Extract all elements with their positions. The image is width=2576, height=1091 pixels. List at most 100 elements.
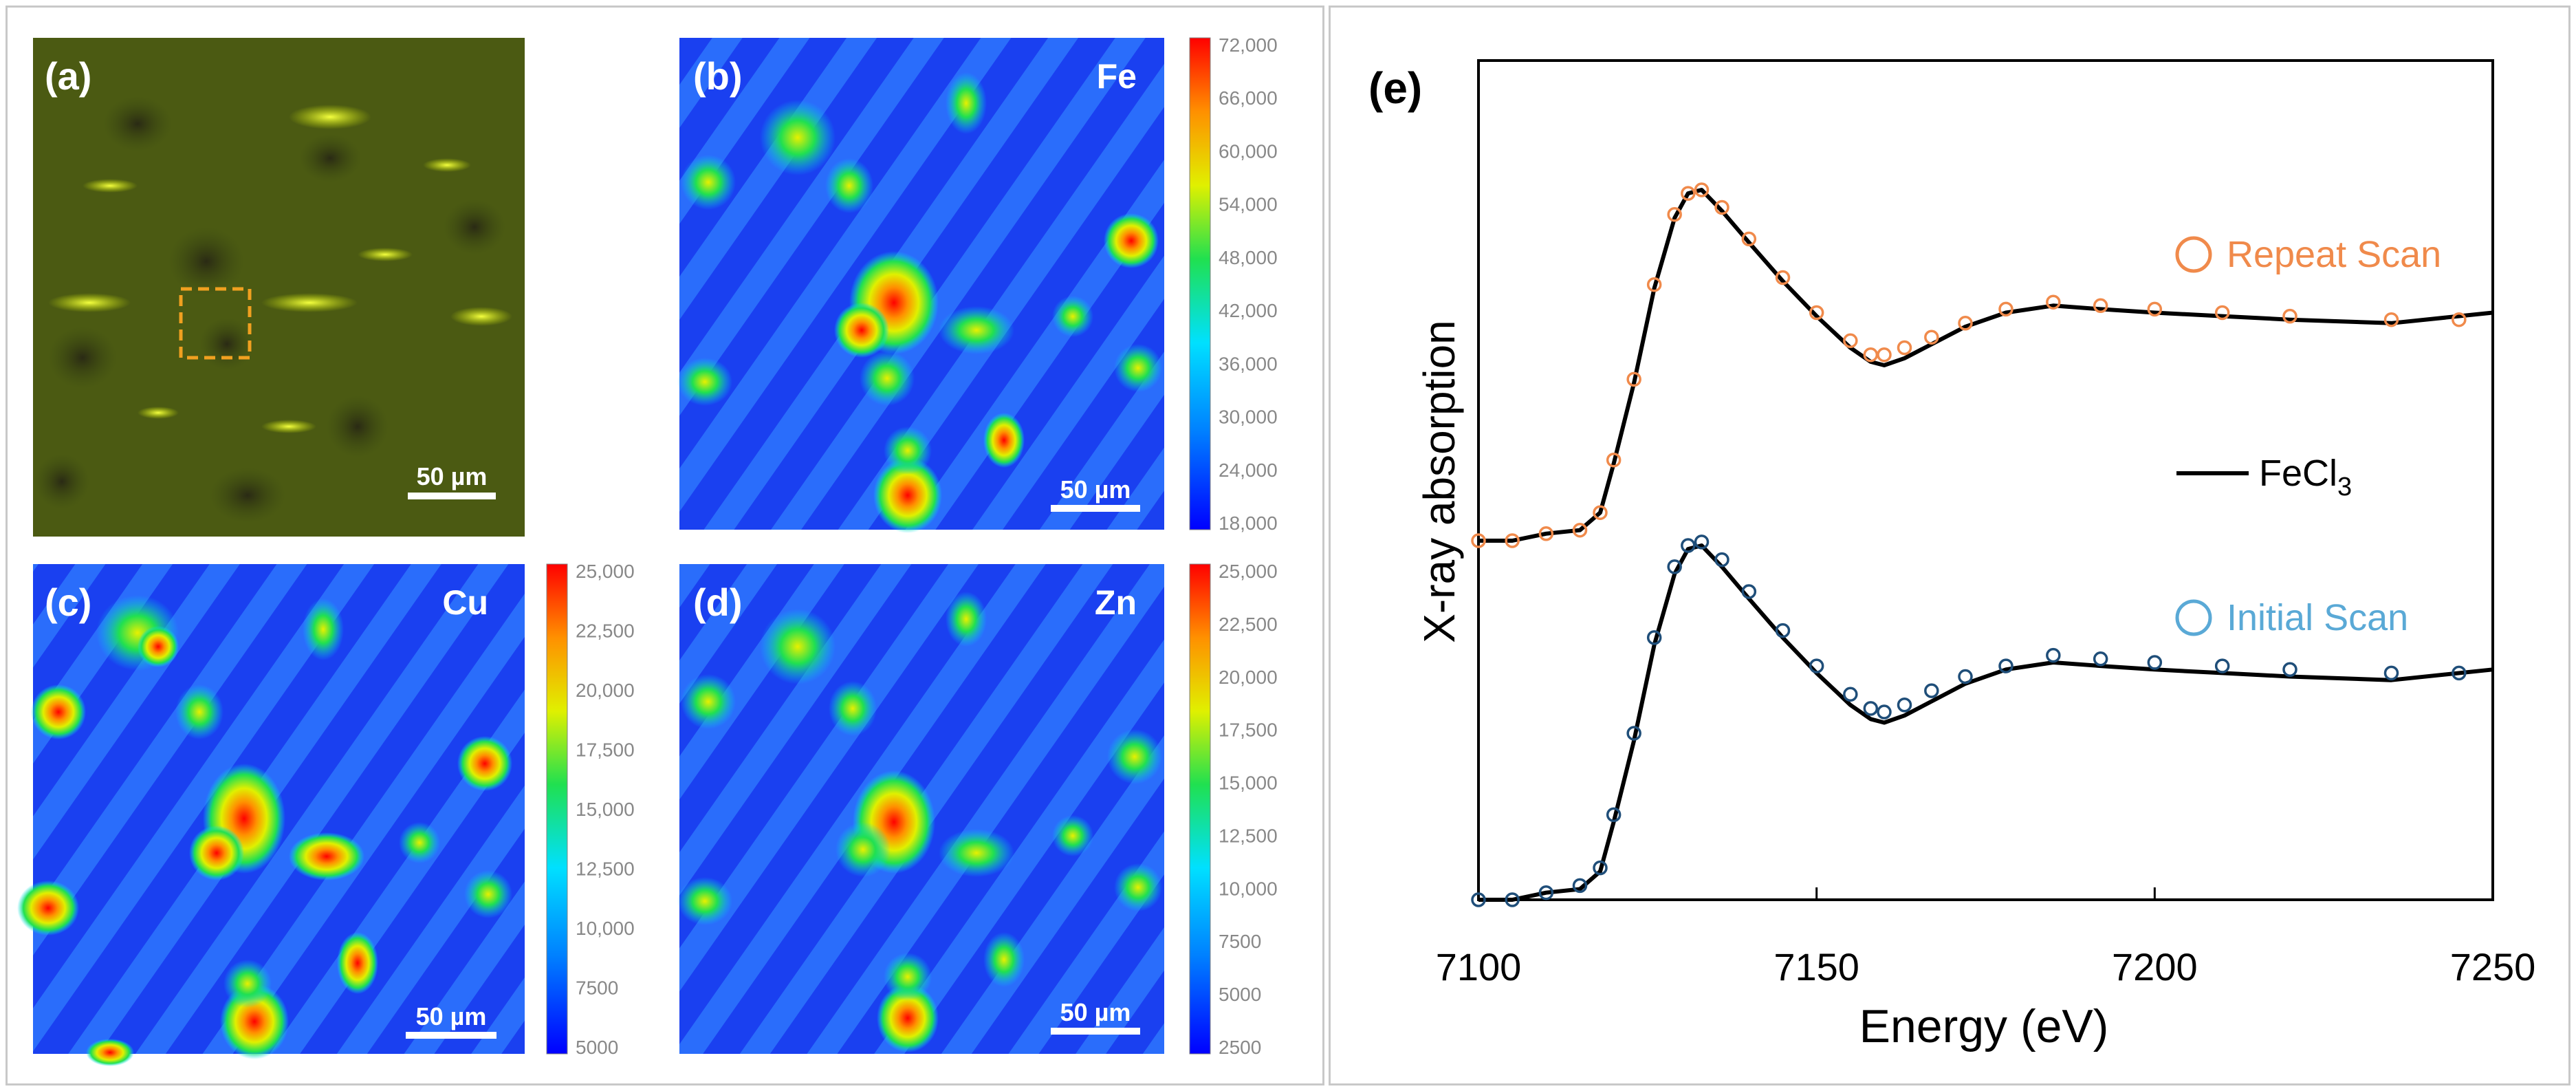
- initial-scan-point: [1646, 630, 1662, 645]
- repeat-scan-point: [2282, 308, 2297, 324]
- repeat-scan-point: [1714, 199, 1729, 215]
- legend-repeat-label: Repeat Scan: [2227, 234, 2441, 275]
- panel-b-scale-bar: [1051, 505, 1140, 512]
- repeat-scan-point: [2046, 294, 2061, 310]
- repeat-scan-point: [1741, 231, 1757, 247]
- initial-scan-point: [2282, 662, 2297, 677]
- initial-scan-point: [1606, 807, 1622, 823]
- panel-d-colorbar-tick-label: 25,000: [1219, 561, 1278, 582]
- repeat-scan-point: [1646, 277, 1662, 292]
- panel-a-label: (a): [45, 54, 91, 98]
- panel-b-element: Fe: [1097, 57, 1137, 96]
- initial-scan-point: [1863, 701, 1879, 716]
- repeat-scan-point: [1809, 305, 1824, 321]
- panel-d-colorbar-tick-label: 7500: [1219, 931, 1261, 952]
- panel-b-colorbar-tick-label: 24,000: [1219, 460, 1278, 481]
- initial-scan-point: [1809, 658, 1824, 673]
- panel-d-zn-map: (d) Zn 50 µm: [677, 564, 1164, 1054]
- x-tick-label: 7200: [2112, 945, 2198, 989]
- repeat-scan-point: [1775, 270, 1791, 285]
- panel-d-colorbar-tick-label: 10,000: [1219, 878, 1278, 899]
- panel-e-label: (e): [1368, 63, 1422, 113]
- repeat-scan-point: [2093, 298, 2108, 314]
- repeat-scan-point: [1538, 526, 1554, 541]
- panel-a-scale-bar: [408, 493, 496, 499]
- repeat-scan-point: [2452, 312, 2467, 327]
- x-tick-label: 7150: [1773, 945, 1859, 989]
- panel-c-scale-label: 50 µm: [416, 1002, 487, 1030]
- initial-scan-point: [2046, 647, 2061, 663]
- legend-initial-marker: [2175, 599, 2212, 636]
- panel-c-colorbar-tick-label: 17,500: [576, 739, 635, 761]
- repeat-scan-point: [1471, 533, 1486, 548]
- legend-repeat-marker: [2175, 236, 2212, 273]
- initial-scan-point: [2214, 658, 2230, 673]
- initial-scan-point: [1694, 534, 1710, 550]
- panel-b-colorbar-tick-label: 72,000: [1219, 34, 1278, 56]
- initial-scan-point: [1958, 669, 1973, 684]
- initial-scan-point: [1741, 584, 1757, 599]
- legend-initial-label: Initial Scan: [2227, 597, 2408, 638]
- initial-scan-point: [1626, 726, 1641, 741]
- repeat-scan-point: [1505, 533, 1520, 548]
- repeat-scan-point: [1958, 316, 1973, 331]
- initial-scan-point: [1897, 698, 1912, 713]
- panel-c-cu-map: (c) Cu 50 µm: [17, 564, 525, 1066]
- panel-b-scale-label: 50 µm: [1060, 475, 1131, 504]
- panel-c-element: Cu: [442, 583, 488, 622]
- initial-scan-point: [1471, 892, 1486, 907]
- panel-d-scale-bar: [1051, 1028, 1140, 1035]
- fecl3-upper-line: [1478, 188, 2493, 543]
- repeat-scan-point: [1998, 301, 2013, 317]
- initial-scan-point: [1593, 860, 1608, 876]
- initial-scan-point: [1998, 658, 2013, 673]
- panel-c-colorbar-tick-label: 5000: [576, 1037, 618, 1058]
- panel-e-chart: (e) X-ray absorption Energy (eV) 7100 715…: [1368, 59, 2535, 1052]
- repeat-scan-point: [1626, 371, 1641, 387]
- initial-scan-point: [1538, 885, 1554, 900]
- repeat-scan-point: [1863, 347, 1879, 363]
- x-tick-label: 7100: [1436, 945, 1522, 989]
- panel-d-colorbar-tick-label: 22,500: [1219, 614, 1278, 635]
- panel-b-colorbar-tick-label: 66,000: [1219, 87, 1278, 109]
- panel-c-colorbar: 25,000 22,500 20,000 17,500 15,000 12,500 10,0…: [546, 561, 635, 1058]
- panel-b-colorbar-tick-label: 42,000: [1219, 300, 1278, 321]
- repeat-scan-point: [1572, 522, 1588, 538]
- region-of-interest-box: [179, 287, 252, 360]
- repeat-scan-point: [1897, 340, 1912, 356]
- repeat-scan-point: [1606, 452, 1622, 468]
- panel-a-optical-image: (a) 50 µm: [33, 38, 525, 537]
- panel-d-colorbar-tick-label: 15,000: [1219, 773, 1278, 794]
- panel-d-colorbar-tick-label: 5000: [1219, 984, 1261, 1005]
- panel-d-colorbar-tick-label: 17,500: [1219, 720, 1278, 741]
- initial-scan-point: [1714, 552, 1729, 568]
- repeat-scan-point: [2147, 301, 2163, 317]
- repeat-scan-point: [1924, 330, 1939, 345]
- repeat-scan-point: [1593, 505, 1608, 520]
- panel-b-colorbar-tick-label: 48,000: [1219, 247, 1278, 268]
- panel-a-scale-label: 50 µm: [417, 462, 488, 490]
- panel-d-colorbar-tick-label: 12,500: [1219, 825, 1278, 846]
- initial-scan-point: [1775, 623, 1791, 638]
- panel-b-colorbar-tick-label: 36,000: [1219, 353, 1278, 374]
- panel-d-label: (d): [693, 581, 743, 624]
- panel-c-colorbar-tick-label: 7500: [576, 977, 618, 999]
- panel-b-colorbar: 72,000 66,000 60,000 54,000 48,000 42,000 36,0…: [1189, 34, 1278, 534]
- repeat-scan-point: [2214, 305, 2230, 321]
- repeat-scan-point: [2383, 312, 2399, 327]
- panel-c-label: (c): [45, 581, 91, 624]
- panel-d-colorbar-tick-label: 2500: [1219, 1037, 1261, 1058]
- left-figure-frame: [6, 6, 1324, 1085]
- initial-scan-point: [2147, 655, 2163, 670]
- y-axis-label: X-ray absorption: [1415, 320, 1464, 643]
- panel-c-scale-bar: [406, 1032, 496, 1039]
- panel-b-colorbar-tick-label: 54,000: [1219, 194, 1278, 215]
- panel-d-colorbar: 25,000 22,500 20,000 17,500 15,000 12,500 10,0…: [1189, 561, 1278, 1058]
- panel-b-colorbar-tick-label: 18,000: [1219, 512, 1278, 534]
- initial-scan-point: [1667, 559, 1682, 574]
- panel-c-colorbar-tick-label: 25,000: [576, 561, 635, 582]
- legend: Repeat Scan FeCl3 Initial Scan: [2175, 234, 2441, 638]
- x-axis-label: Energy (eV): [1859, 1000, 2109, 1052]
- panel-b-fe-map: (b) Fe 50 µm: [677, 38, 1164, 533]
- panel-c-colorbar-tick-label: 12,500: [576, 858, 635, 880]
